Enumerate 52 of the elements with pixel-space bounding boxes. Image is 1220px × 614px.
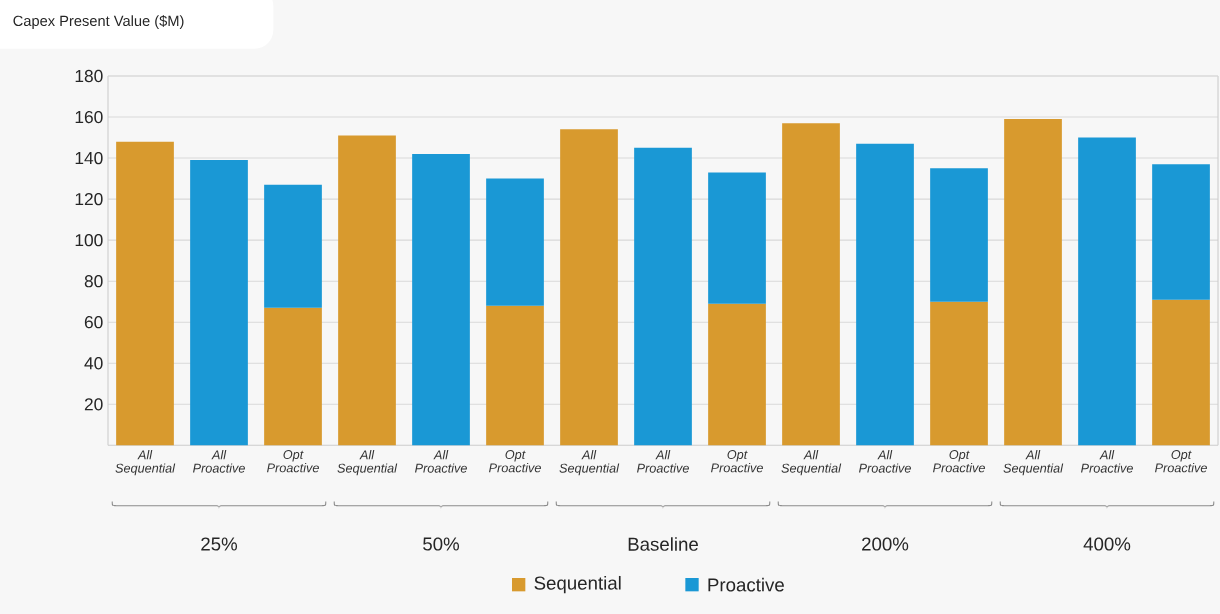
x-tick-label: Opt Proactive [489, 450, 541, 473]
text: 200% [862, 537, 909, 551]
text: Baseline [628, 537, 698, 551]
x-tick-label: All Sequential [115, 450, 176, 476]
bar [782, 123, 840, 446]
text: 50% [423, 537, 460, 551]
y-tick-label: 160 [75, 110, 103, 124]
bar [190, 160, 248, 446]
legend-label: Proactive [708, 577, 784, 592]
x-tick-label: All Proactive [415, 450, 467, 473]
bar [264, 307, 322, 446]
y-tick-label: 80 [84, 275, 103, 288]
bar [412, 153, 470, 446]
x-tick-label: Opt Proactive [711, 450, 763, 473]
text: 400% [1083, 537, 1131, 551]
bar [1004, 119, 1062, 446]
x-tick-label: Opt Proactive [1155, 450, 1207, 473]
x-tick-label: All Proactive [637, 450, 689, 473]
bar [708, 172, 766, 304]
chart-title: Capex Present Value ($M) [13, 15, 184, 29]
x-tick-label: All Sequential [781, 450, 842, 476]
bar [264, 184, 322, 308]
x-tick-label: All Sequential [559, 450, 620, 476]
y-tick-label: 60 [84, 316, 103, 329]
x-tick-label: All Sequential [337, 450, 398, 476]
bar [1078, 137, 1136, 446]
bar [856, 143, 914, 446]
x-tick-label: All Proactive [1081, 450, 1133, 473]
bar [1152, 299, 1210, 446]
x-tick-label: All Sequential [1003, 450, 1064, 476]
x-tick-label: All Proactive [859, 450, 911, 473]
y-tick-label: 40 [84, 357, 103, 370]
bar [486, 305, 544, 446]
y-tick-label: 140 [75, 151, 103, 165]
bar [930, 301, 988, 446]
x-tick-label: Opt Proactive [267, 450, 319, 473]
bar [930, 168, 988, 302]
bar [116, 141, 174, 446]
text: 25% [201, 537, 238, 551]
x-tick-label: All Proactive [193, 450, 245, 473]
bar [708, 303, 766, 446]
y-tick-label: 100 [75, 234, 103, 247]
y-tick-label: 120 [75, 192, 103, 206]
y-tick-label: 20 [84, 398, 103, 411]
x-tick-label: Opt Proactive [933, 450, 985, 473]
bar [560, 129, 618, 446]
legend-label: Sequential [534, 575, 621, 594]
bar [1152, 164, 1210, 300]
bar [486, 178, 544, 306]
bar [634, 147, 692, 446]
y-tick-label: 180 [75, 69, 103, 83]
bar [338, 135, 396, 446]
